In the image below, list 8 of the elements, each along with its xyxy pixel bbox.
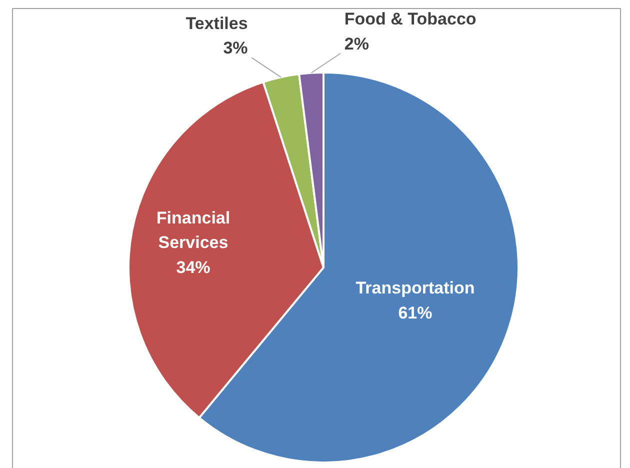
slice-label: Food & Tobacco [344,10,476,29]
slice-label: Textiles [186,14,248,33]
data-label: 3% [223,38,248,58]
data-label: 34% [176,258,210,277]
data-label: 2% [344,34,369,54]
slice-label: Financial Services [156,208,230,252]
slice-label: Transportation [356,278,475,298]
data-label: 61% [398,303,432,322]
